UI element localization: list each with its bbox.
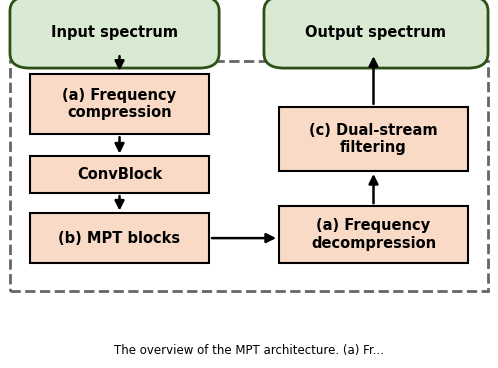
- Text: The overview of the MPT architecture. (a) Fr...: The overview of the MPT architecture. (a…: [114, 344, 384, 357]
- Text: Input spectrum: Input spectrum: [51, 25, 178, 40]
- FancyBboxPatch shape: [10, 0, 219, 68]
- FancyBboxPatch shape: [30, 213, 209, 263]
- FancyBboxPatch shape: [264, 0, 488, 68]
- Text: (a) Frequency
compression: (a) Frequency compression: [62, 88, 177, 120]
- FancyBboxPatch shape: [279, 206, 468, 263]
- Text: (c) Dual-stream
filtering: (c) Dual-stream filtering: [309, 123, 438, 155]
- Text: (b) MPT blocks: (b) MPT blocks: [58, 231, 181, 246]
- FancyBboxPatch shape: [279, 107, 468, 171]
- FancyBboxPatch shape: [30, 156, 209, 193]
- Text: Output spectrum: Output spectrum: [305, 25, 447, 40]
- FancyBboxPatch shape: [30, 74, 209, 134]
- Text: ConvBlock: ConvBlock: [77, 167, 162, 182]
- Text: (a) Frequency
decompression: (a) Frequency decompression: [311, 218, 436, 251]
